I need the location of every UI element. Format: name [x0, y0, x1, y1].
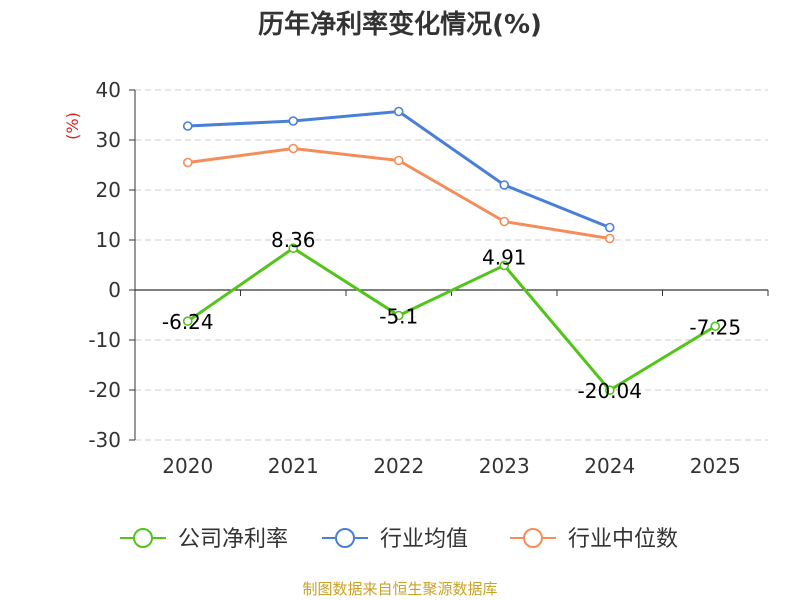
y-tick-label: 40 — [96, 78, 121, 102]
legend-label: 行业中位数 — [568, 527, 678, 552]
data-point — [499, 260, 510, 271]
legend-marker — [133, 528, 153, 548]
data-point — [182, 316, 193, 327]
data-point — [288, 143, 299, 154]
data-label: 4.91 — [482, 245, 527, 269]
data-point — [604, 233, 615, 244]
data-point — [604, 385, 615, 396]
x-tick-label: 2021 — [268, 454, 319, 478]
x-tick-label: 2023 — [479, 454, 530, 478]
data-point — [182, 157, 193, 168]
legend[interactable]: 公司净利率 行业均值 行业中位数 — [120, 527, 678, 552]
legend-item-2[interactable]: 行业中位数 — [510, 527, 678, 552]
source-note: 制图数据来自恒生聚源数据库 — [302, 580, 498, 598]
y-tick-label: -10 — [88, 328, 121, 352]
data-point — [499, 216, 510, 227]
data-label: 8.36 — [271, 228, 316, 252]
x-tick-label: 2025 — [690, 454, 741, 478]
data-point — [393, 155, 404, 166]
data-point — [604, 222, 615, 233]
x-tick-label: 2024 — [584, 454, 635, 478]
data-point — [393, 106, 404, 117]
legend-marker — [523, 528, 543, 548]
legend-marker — [335, 528, 355, 548]
data-label: -20.04 — [578, 379, 642, 403]
grid-lines — [135, 89, 768, 441]
data-labels: -6.24 8.36 -5.1 4.91 -20.04 -7.25 — [162, 228, 741, 403]
y-axis-label: (%) — [63, 112, 82, 140]
axes: 40 30 20 10 0 -10 -20 -30 2020 2021 2022 2023 2024 20… — [88, 78, 769, 478]
legend-item-1[interactable]: 行业均值 — [322, 527, 468, 552]
data-label: -7.25 — [689, 315, 741, 339]
series — [182, 106, 721, 396]
data-label: -6.24 — [162, 310, 214, 334]
y-tick-label: -20 — [88, 378, 121, 402]
legend-label: 行业均值 — [380, 527, 468, 552]
data-point — [499, 180, 510, 190]
data-point — [182, 121, 193, 131]
data-point — [288, 243, 299, 253]
data-point — [710, 321, 721, 332]
chart-title: 历年净利率变化情况(%) — [258, 10, 542, 40]
data-point — [288, 116, 299, 126]
data-point — [393, 310, 404, 321]
legend-label: 公司净利率 — [178, 527, 288, 552]
x-tick-label: 2022 — [373, 454, 424, 478]
y-tick-label: -30 — [88, 428, 121, 452]
data-label: -5.1 — [379, 305, 418, 329]
series-line-1 — [187, 110, 611, 229]
y-tick-label: 10 — [96, 228, 121, 252]
series-line-0 — [186, 246, 717, 392]
legend-item-0[interactable]: 公司净利率 — [120, 527, 288, 552]
x-tick-label: 2020 — [162, 454, 213, 478]
y-tick-label: 0 — [108, 278, 121, 302]
y-tick-label: 20 — [96, 178, 121, 202]
y-tick-label: 30 — [96, 128, 121, 152]
